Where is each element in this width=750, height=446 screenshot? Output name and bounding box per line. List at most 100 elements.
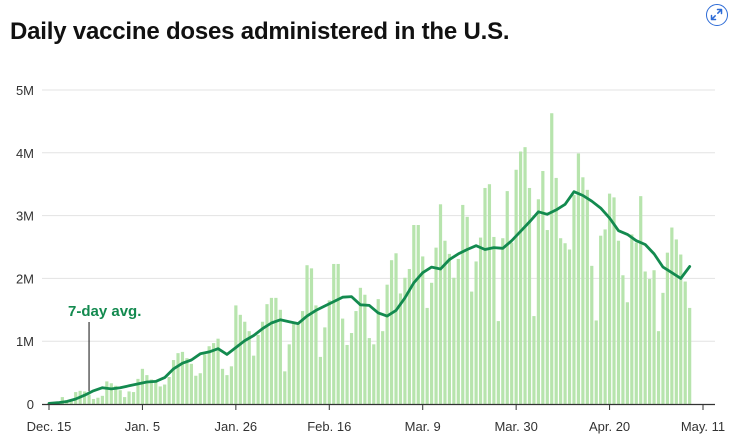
bar-2021-02-08 xyxy=(292,321,296,404)
bar-2021-04-12 xyxy=(572,194,576,404)
bar-2021-05-05 xyxy=(674,239,678,404)
x-tick-label-mar-9: Mar. 9 xyxy=(405,419,441,434)
bar-2021-02-28 xyxy=(381,331,385,404)
bar-2021-04-26 xyxy=(634,242,638,404)
bar-2021-03-24 xyxy=(487,184,492,404)
bar-2021-01-15 xyxy=(185,358,189,404)
bar-2021-03-23 xyxy=(483,187,487,404)
bar-2021-05-01 xyxy=(656,331,661,404)
bar-2021-04-16 xyxy=(590,265,594,404)
bar-2021-01-02 xyxy=(127,391,131,404)
bar-2021-02-03 xyxy=(269,297,274,404)
expand-button[interactable] xyxy=(706,4,728,26)
x-tick-label-mar-30: Mar. 30 xyxy=(494,419,537,434)
y-tick-label-2m: 2M xyxy=(16,271,34,286)
seven-day-average-line xyxy=(47,190,692,405)
y-tick-label-3m: 3M xyxy=(16,209,34,224)
bar-2021-04-27 xyxy=(639,196,643,404)
bar-2021-03-19 xyxy=(465,216,469,404)
bar-2021-05-06 xyxy=(679,254,683,404)
bar-2021-01-08 xyxy=(154,382,158,404)
bar-2021-03-13 xyxy=(438,204,443,404)
bar-2021-01-04 xyxy=(136,378,140,404)
bar-2021-03-02 xyxy=(389,260,394,404)
bar-2021-02-16 xyxy=(327,300,331,404)
x-tick-label-feb-16: Feb. 16 xyxy=(307,419,351,434)
bar-2021-02-10 xyxy=(300,311,305,404)
bar-2021-02-06 xyxy=(283,371,287,404)
bar-2021-03-20 xyxy=(470,291,474,404)
bar-2021-05-04 xyxy=(670,227,674,404)
bar-2021-04-24 xyxy=(625,302,629,404)
bar-2021-01-30 xyxy=(252,355,256,404)
bar-2021-04-19 xyxy=(603,229,607,404)
x-axis: Dec. 15 Jan. 5 Jan. 26 Feb. 16 Mar. 9 Mar. 30… xyxy=(27,403,725,434)
bar-2021-04-17 xyxy=(594,320,598,404)
bar-2021-03-27 xyxy=(501,238,505,404)
bar-2021-01-14 xyxy=(180,351,185,404)
bar-2021-04-09 xyxy=(559,238,563,404)
bar-2021-01-24 xyxy=(225,375,229,404)
bar-2021-02-19 xyxy=(341,318,345,404)
bar-2021-03-10 xyxy=(425,307,429,404)
bar-2021-01-18 xyxy=(198,373,202,404)
bar-2021-01-29 xyxy=(247,331,251,404)
bar-2021-02-15 xyxy=(323,327,327,404)
bar-2021-01-05 xyxy=(140,368,145,404)
y-tick-label-0: 0 xyxy=(27,397,34,412)
bar-2021-04-15 xyxy=(585,189,589,404)
bar-2021-04-28 xyxy=(643,271,647,404)
bar-2021-04-21 xyxy=(612,197,616,404)
bar-2020-12-18 xyxy=(60,397,64,404)
bar-2021-04-23 xyxy=(621,275,625,404)
bar-2021-01-10 xyxy=(163,384,167,404)
bar-2021-01-13 xyxy=(176,353,180,404)
bar-2021-02-22 xyxy=(354,311,358,404)
x-tick-label-apr-20: Apr. 20 xyxy=(589,419,630,434)
bar-2021-01-22 xyxy=(216,338,220,404)
bar-2020-12-23 xyxy=(82,391,87,404)
bar-2021-03-09 xyxy=(421,256,425,404)
bar-2021-04-10 xyxy=(563,243,567,404)
bar-2021-03-26 xyxy=(496,321,500,404)
bar-2021-04-06 xyxy=(545,230,549,404)
bar-2021-01-09 xyxy=(158,386,162,404)
bar-2021-04-25 xyxy=(630,234,634,404)
bar-2021-01-12 xyxy=(171,360,176,404)
bar-2021-03-08 xyxy=(416,225,420,404)
bar-2021-03-05 xyxy=(403,277,407,404)
bar-2021-04-02 xyxy=(527,187,532,404)
y-tick-label-4m: 4M xyxy=(16,146,34,161)
bar-2021-03-03 xyxy=(394,253,398,404)
daily-dose-bars xyxy=(47,113,692,405)
bar-2021-05-02 xyxy=(661,292,665,404)
bar-2021-03-16 xyxy=(452,277,456,404)
bar-2021-03-25 xyxy=(492,236,496,404)
bar-2021-05-07 xyxy=(683,281,687,404)
y-tick-label-1m: 1M xyxy=(16,334,34,349)
bar-2021-01-03 xyxy=(131,392,136,404)
bar-2021-03-12 xyxy=(434,247,438,404)
bar-2021-02-09 xyxy=(296,322,300,404)
bar-2021-03-28 xyxy=(505,191,509,404)
bar-2021-01-20 xyxy=(207,346,211,404)
bar-2021-02-12 xyxy=(309,268,314,404)
bar-2021-02-13 xyxy=(314,305,318,404)
bar-2020-12-27 xyxy=(100,395,104,404)
bar-2021-04-13 xyxy=(576,153,581,404)
bar-2021-04-04 xyxy=(536,199,540,404)
bar-2021-02-25 xyxy=(367,338,371,404)
y-axis: 0 1M 2M 3M 4M 5M xyxy=(16,83,34,412)
bar-2021-03-15 xyxy=(447,253,452,404)
bar-2021-02-02 xyxy=(265,304,269,404)
bar-2020-12-26 xyxy=(96,397,100,404)
y-tick-label-5m: 5M xyxy=(16,83,34,98)
x-tick-label-jan-5: Jan. 5 xyxy=(125,419,160,434)
bar-2021-03-01 xyxy=(385,284,389,404)
bar-2021-05-08 xyxy=(688,307,692,404)
bar-2021-01-11 xyxy=(167,376,171,404)
bar-2021-01-16 xyxy=(189,363,193,404)
bar-2021-01-26 xyxy=(234,305,238,404)
bar-2021-01-23 xyxy=(220,368,225,404)
bar-2021-04-01 xyxy=(523,147,527,404)
